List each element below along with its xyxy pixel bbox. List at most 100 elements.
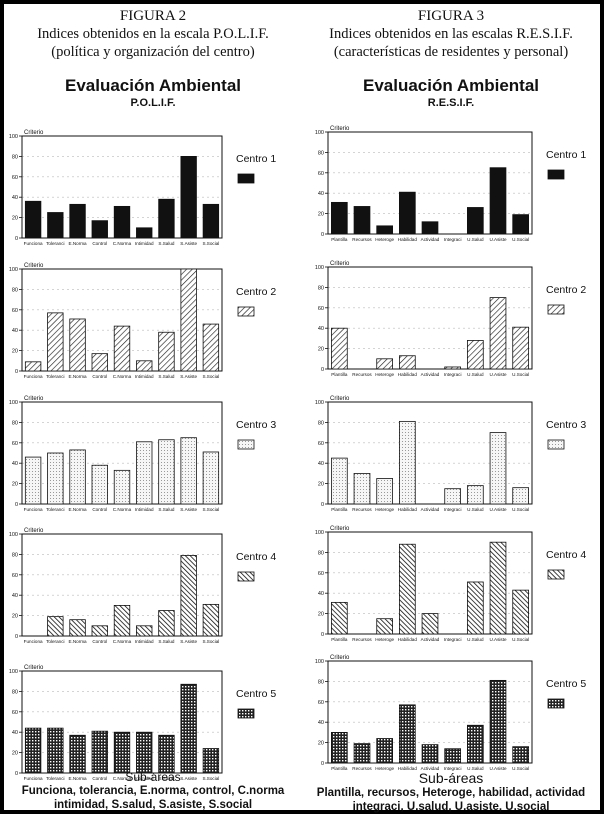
y-tick-label: 20 xyxy=(318,612,324,618)
bar-e-norma xyxy=(69,449,86,505)
y-tick-label: 0 xyxy=(321,367,324,373)
x-tick-label: C.Norma xyxy=(113,639,132,644)
bar-chart-centro-4: Criterio 0 20 40 60 80 100 Funciona Toleranci E.N… xyxy=(4,524,302,650)
x-tick-label: Intimidad xyxy=(135,241,154,246)
caption-line-2: integraci, U.salud, U.asiste, U.social xyxy=(352,801,550,813)
x-tick-label: U.Salud xyxy=(467,507,484,512)
bar-s-salud xyxy=(158,734,175,774)
x-tick-label: S.Social xyxy=(202,639,219,644)
bar-chart-centro-5: Criterio 0 20 40 60 80 100 Plantilla Recursos Het… xyxy=(302,651,600,777)
legend-label: Centro 3 xyxy=(546,419,586,431)
bar-u-asiste xyxy=(489,432,507,505)
x-tick-label: U.Salud xyxy=(467,372,484,377)
x-tick-label: S.Social xyxy=(202,507,219,512)
y-axis-label: Criterio xyxy=(24,130,44,136)
bar-u-social xyxy=(512,746,530,764)
legend-label: Centro 5 xyxy=(546,678,586,690)
bar-habilidad xyxy=(399,704,416,764)
bar-habilidad xyxy=(399,420,416,505)
chart-svg: Criterio 0 20 40 60 80 100 Funciona Toleranci E.N… xyxy=(9,130,277,246)
bar-intimidad xyxy=(136,227,153,239)
x-tick-label: Toleranci xyxy=(46,507,64,512)
caption-line-2: intimidad, S.salud, S.asiste, S.social xyxy=(53,799,253,811)
x-tick-label: U.Social xyxy=(512,766,529,771)
x-tick-label: Funciona xyxy=(24,507,43,512)
bar-s-salud xyxy=(158,610,175,637)
bar-heteroge xyxy=(376,225,393,235)
x-tick-label: U.Social xyxy=(512,237,529,242)
figure-3: FIGURA 3 Indices obtenidos en las escala… xyxy=(302,4,600,813)
figure-number: FIGURA 2 xyxy=(119,8,187,24)
y-tick-label: 80 xyxy=(12,552,18,558)
legend-label: Centro 2 xyxy=(236,286,276,298)
bar-toleranci xyxy=(47,727,64,774)
bar-s-asiste xyxy=(180,155,197,239)
plot-frame xyxy=(327,401,533,505)
chart-svg: Criterio 0 20 40 60 80 100 Plantilla Recursos Het… xyxy=(315,396,587,512)
legend-label: Centro 1 xyxy=(236,153,276,165)
bar-e-norma xyxy=(69,318,86,372)
y-tick-label: 80 xyxy=(318,285,324,291)
x-tick-label: Plantilla xyxy=(331,237,348,242)
x-tick-label: U.Social xyxy=(512,507,529,512)
x-tick-label: Toleranci xyxy=(46,241,64,246)
x-tick-label: Habilidad xyxy=(398,766,418,771)
bar-recursos xyxy=(353,206,371,235)
bar-control xyxy=(91,730,108,774)
y-tick-label: 40 xyxy=(318,191,324,197)
y-tick-label: 0 xyxy=(15,771,18,777)
y-tick-label: 40 xyxy=(12,328,18,334)
x-tick-label: Control xyxy=(92,639,107,644)
evaluation-title: Evaluación Ambiental xyxy=(64,76,242,95)
bar-plantilla xyxy=(330,457,348,505)
x-tick-label: S.Salud xyxy=(158,374,175,379)
y-axis-label: Criterio xyxy=(330,261,350,267)
y-tick-label: 40 xyxy=(318,591,324,597)
y-tick-label: 80 xyxy=(12,154,18,160)
bar-c-norma xyxy=(113,469,131,505)
bar-s-social xyxy=(202,323,220,372)
x-tick-label: C.Norma xyxy=(113,241,132,246)
bar-chart-centro-3: Criterio 0 20 40 60 80 100 Funciona Toleranci E.N… xyxy=(4,392,302,518)
bar-control xyxy=(91,220,108,239)
bar-integraci xyxy=(444,488,462,505)
x-tick-label: Funciona xyxy=(24,776,43,781)
bar-s-social xyxy=(202,603,220,637)
x-tick-label: S.Asiste xyxy=(180,776,197,781)
y-tick-label: 80 xyxy=(12,420,18,426)
y-axis-label: Criterio xyxy=(24,528,44,534)
y-tick-label: 20 xyxy=(12,349,18,355)
bar-toleranci xyxy=(47,452,64,505)
bar-intimidad xyxy=(136,441,153,505)
x-tick-label: Integraci xyxy=(444,237,462,242)
y-tick-label: 100 xyxy=(315,130,324,136)
figure-subtitle: Indices obtenidos en la escala P.O.L.I.F… xyxy=(37,26,269,42)
bar-e-norma xyxy=(69,203,86,239)
x-tick-label: E.Norma xyxy=(68,639,87,644)
y-tick-label: 100 xyxy=(9,532,18,538)
x-tick-label: C.Norma xyxy=(113,374,132,379)
x-tick-label: S.Salud xyxy=(158,241,175,246)
x-tick-label: S.Salud xyxy=(158,507,175,512)
caption-line-1: Plantilla, recursos, Heteroge, habilidad… xyxy=(316,787,586,799)
chart-svg: Criterio 0 20 40 60 80 100 Plantilla Recursos Het… xyxy=(315,261,587,377)
figure-subtitle-detail: (política y organización del centro) xyxy=(51,44,255,60)
y-tick-label: 60 xyxy=(12,308,18,314)
x-tick-label: U.Asiste xyxy=(489,507,507,512)
y-tick-label: 60 xyxy=(318,171,324,177)
legend-swatch xyxy=(237,306,255,317)
y-axis-label: Criterio xyxy=(330,396,350,402)
y-tick-label: 60 xyxy=(12,175,18,181)
evaluation-title: Evaluación Ambiental xyxy=(362,76,540,95)
x-tick-label: S.Asiste xyxy=(180,374,197,379)
legend-label: Centro 4 xyxy=(236,551,276,563)
bar-chart-centro-2: Criterio 0 20 40 60 80 100 Plantilla Recursos Het… xyxy=(302,257,600,383)
y-tick-label: 0 xyxy=(15,502,18,508)
chart-svg: Criterio 0 20 40 60 80 100 Funciona Toleranci E.N… xyxy=(9,665,277,781)
bar-c-norma xyxy=(113,205,131,239)
y-tick-label: 40 xyxy=(12,730,18,736)
bar-s-social xyxy=(202,451,220,505)
y-tick-label: 80 xyxy=(318,150,324,156)
bar-e-norma xyxy=(69,734,86,774)
bar-plantilla xyxy=(330,601,348,635)
